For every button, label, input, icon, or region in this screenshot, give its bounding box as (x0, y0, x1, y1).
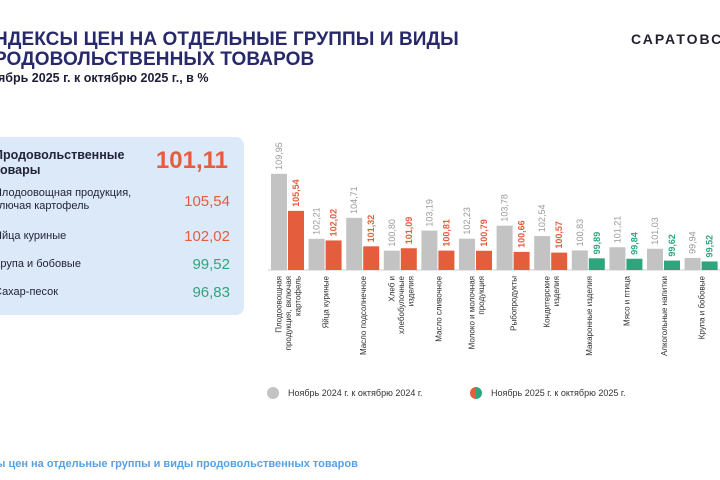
category-label-11-0: Крупа и бобовые (698, 275, 707, 339)
panel-row-value-2: 99,52 (192, 256, 230, 273)
bar-2024-7 (534, 236, 551, 270)
bar-2024-8 (571, 250, 588, 270)
data-label-2024-11: 99,94 (688, 231, 698, 254)
panel-row-label-2: Крупа и бобовые (0, 258, 81, 270)
bar-2025-8 (588, 258, 605, 270)
footer-caption: ы цен на отдельные группы и виды продово… (0, 458, 358, 470)
bar-2024-6 (496, 225, 513, 270)
bar-2024-9 (609, 247, 626, 270)
category-label-3-2: изделия (406, 276, 415, 306)
data-label-2025-10: 99,62 (667, 234, 677, 257)
panel-row-value-0: 105,54 (184, 193, 230, 210)
category-label-7-0: Кондитерские (542, 275, 551, 327)
data-label-2024-2: 104,71 (349, 186, 359, 214)
page-subtitle: ябрь 2025 г. к октябрю 2025 г., в % (0, 71, 209, 85)
bar-2024-0 (271, 173, 287, 270)
category-label-5-0: Молоко и молочная (467, 276, 476, 349)
category-label-4-0: Масло сливочное (434, 275, 443, 341)
panel-main-value: 101,11 (155, 147, 228, 174)
data-label-2025-5: 100,79 (479, 219, 489, 247)
category-label-2-0: Масло подсолнечное (359, 275, 368, 355)
data-label-2024-8: 100,83 (575, 219, 585, 247)
category-label-3-0: Хлеб и (387, 276, 396, 302)
category-label-1-0: Яйца куриные (322, 275, 331, 328)
data-label-2025-3: 101,09 (404, 217, 414, 245)
data-label-2025-9: 99,84 (629, 232, 639, 255)
brand-logo-text: САРАТОВС (631, 31, 720, 47)
data-label-2024-6: 103,78 (500, 194, 510, 222)
panel-row-label-1: Яйца куриные (0, 230, 67, 242)
category-label-3-1: хлебобулочные (397, 275, 406, 334)
legend-label-2025: Ноябрь 2025 г. к октябрю 2025 г. (491, 388, 626, 398)
bar-2024-3 (383, 250, 400, 270)
bar-2024-11 (684, 257, 701, 270)
bar-2024-1 (308, 238, 325, 270)
bar-2025-9 (626, 258, 643, 270)
bar-2025-11 (701, 261, 718, 270)
summary-panel (0, 137, 244, 315)
category-label-0-0: Плодоовощная (275, 276, 284, 333)
data-label-2024-3: 100,80 (387, 219, 397, 247)
category-label-7-1: изделия (552, 276, 561, 306)
panel-row-value-1: 102,02 (184, 228, 230, 245)
data-label-2025-8: 99,89 (592, 232, 602, 255)
panel-main-label: Продовольственные товары (0, 148, 125, 177)
data-label-2024-10: 101,03 (650, 217, 660, 245)
bar-2025-5 (476, 250, 492, 270)
data-label-2025-0: 105,54 (291, 179, 301, 207)
bar-2025-3 (400, 248, 417, 270)
category-label-9-0: Мясо и птица (622, 275, 631, 325)
data-label-2024-4: 103,19 (424, 199, 434, 227)
page-title: НДЕКСЫ ЦЕН НА ОТДЕЛЬНЫЕ ГРУППЫ И ВИДЫ РО… (0, 30, 554, 70)
bar-2025-1 (325, 240, 342, 270)
bar-2025-4 (438, 250, 455, 270)
category-label-0-1: продукция, включая (284, 276, 293, 350)
legend-label-2024: Ноябрь 2024 г. к октябрю 2024 г. (288, 388, 423, 398)
bar-2025-6 (513, 251, 530, 270)
data-label-2025-7: 100,57 (554, 221, 564, 249)
bar-2025-10 (664, 260, 680, 270)
title-line-2: РОДОВОЛЬСТВЕННЫХ ТОВАРОВ (0, 49, 315, 70)
bar-2025-2 (363, 246, 380, 270)
data-label-2025-4: 100,81 (441, 219, 451, 247)
panel-row-label-0: Плодоовощная продукция, ключая картофель (0, 187, 132, 212)
category-label-6-0: Рыбопродукты (510, 276, 519, 331)
bar-2024-4 (421, 230, 438, 270)
panel-row-label-3: Сахар-песок (0, 286, 59, 298)
data-label-2025-2: 101,32 (366, 215, 376, 243)
category-label-8-0: Макаронные изделия (585, 276, 594, 356)
data-label-2024-5: 102,23 (462, 207, 472, 235)
bar-2025-0 (288, 210, 304, 270)
data-label-2025-6: 100,66 (517, 220, 527, 248)
data-label-2025-1: 102,02 (329, 209, 339, 237)
data-label-2024-0: 109,95 (274, 142, 284, 170)
data-label-2024-9: 101,21 (612, 216, 622, 244)
bar-2024-2 (346, 217, 363, 270)
bar-2024-10 (647, 248, 663, 270)
title-line-1: НДЕКСЫ ЦЕН НА ОТДЕЛЬНЫЕ ГРУППЫ И ВИДЫ (0, 29, 459, 50)
category-label-0-2: картофель (294, 276, 303, 316)
category-label-10-0: Алкогольные напитки (660, 276, 669, 356)
data-label-2024-1: 102,21 (312, 207, 322, 235)
bar-2025-7 (551, 252, 568, 270)
category-label-5-1: продукция (477, 276, 486, 315)
panel-row-value-3: 96,83 (192, 284, 230, 301)
data-label-2025-11: 99,52 (705, 235, 715, 258)
data-label-2024-7: 102,54 (537, 205, 547, 233)
bar-2024-5 (459, 238, 475, 270)
legend-swatch-2024 (267, 387, 279, 399)
legend-swatch-2025 (470, 387, 482, 399)
